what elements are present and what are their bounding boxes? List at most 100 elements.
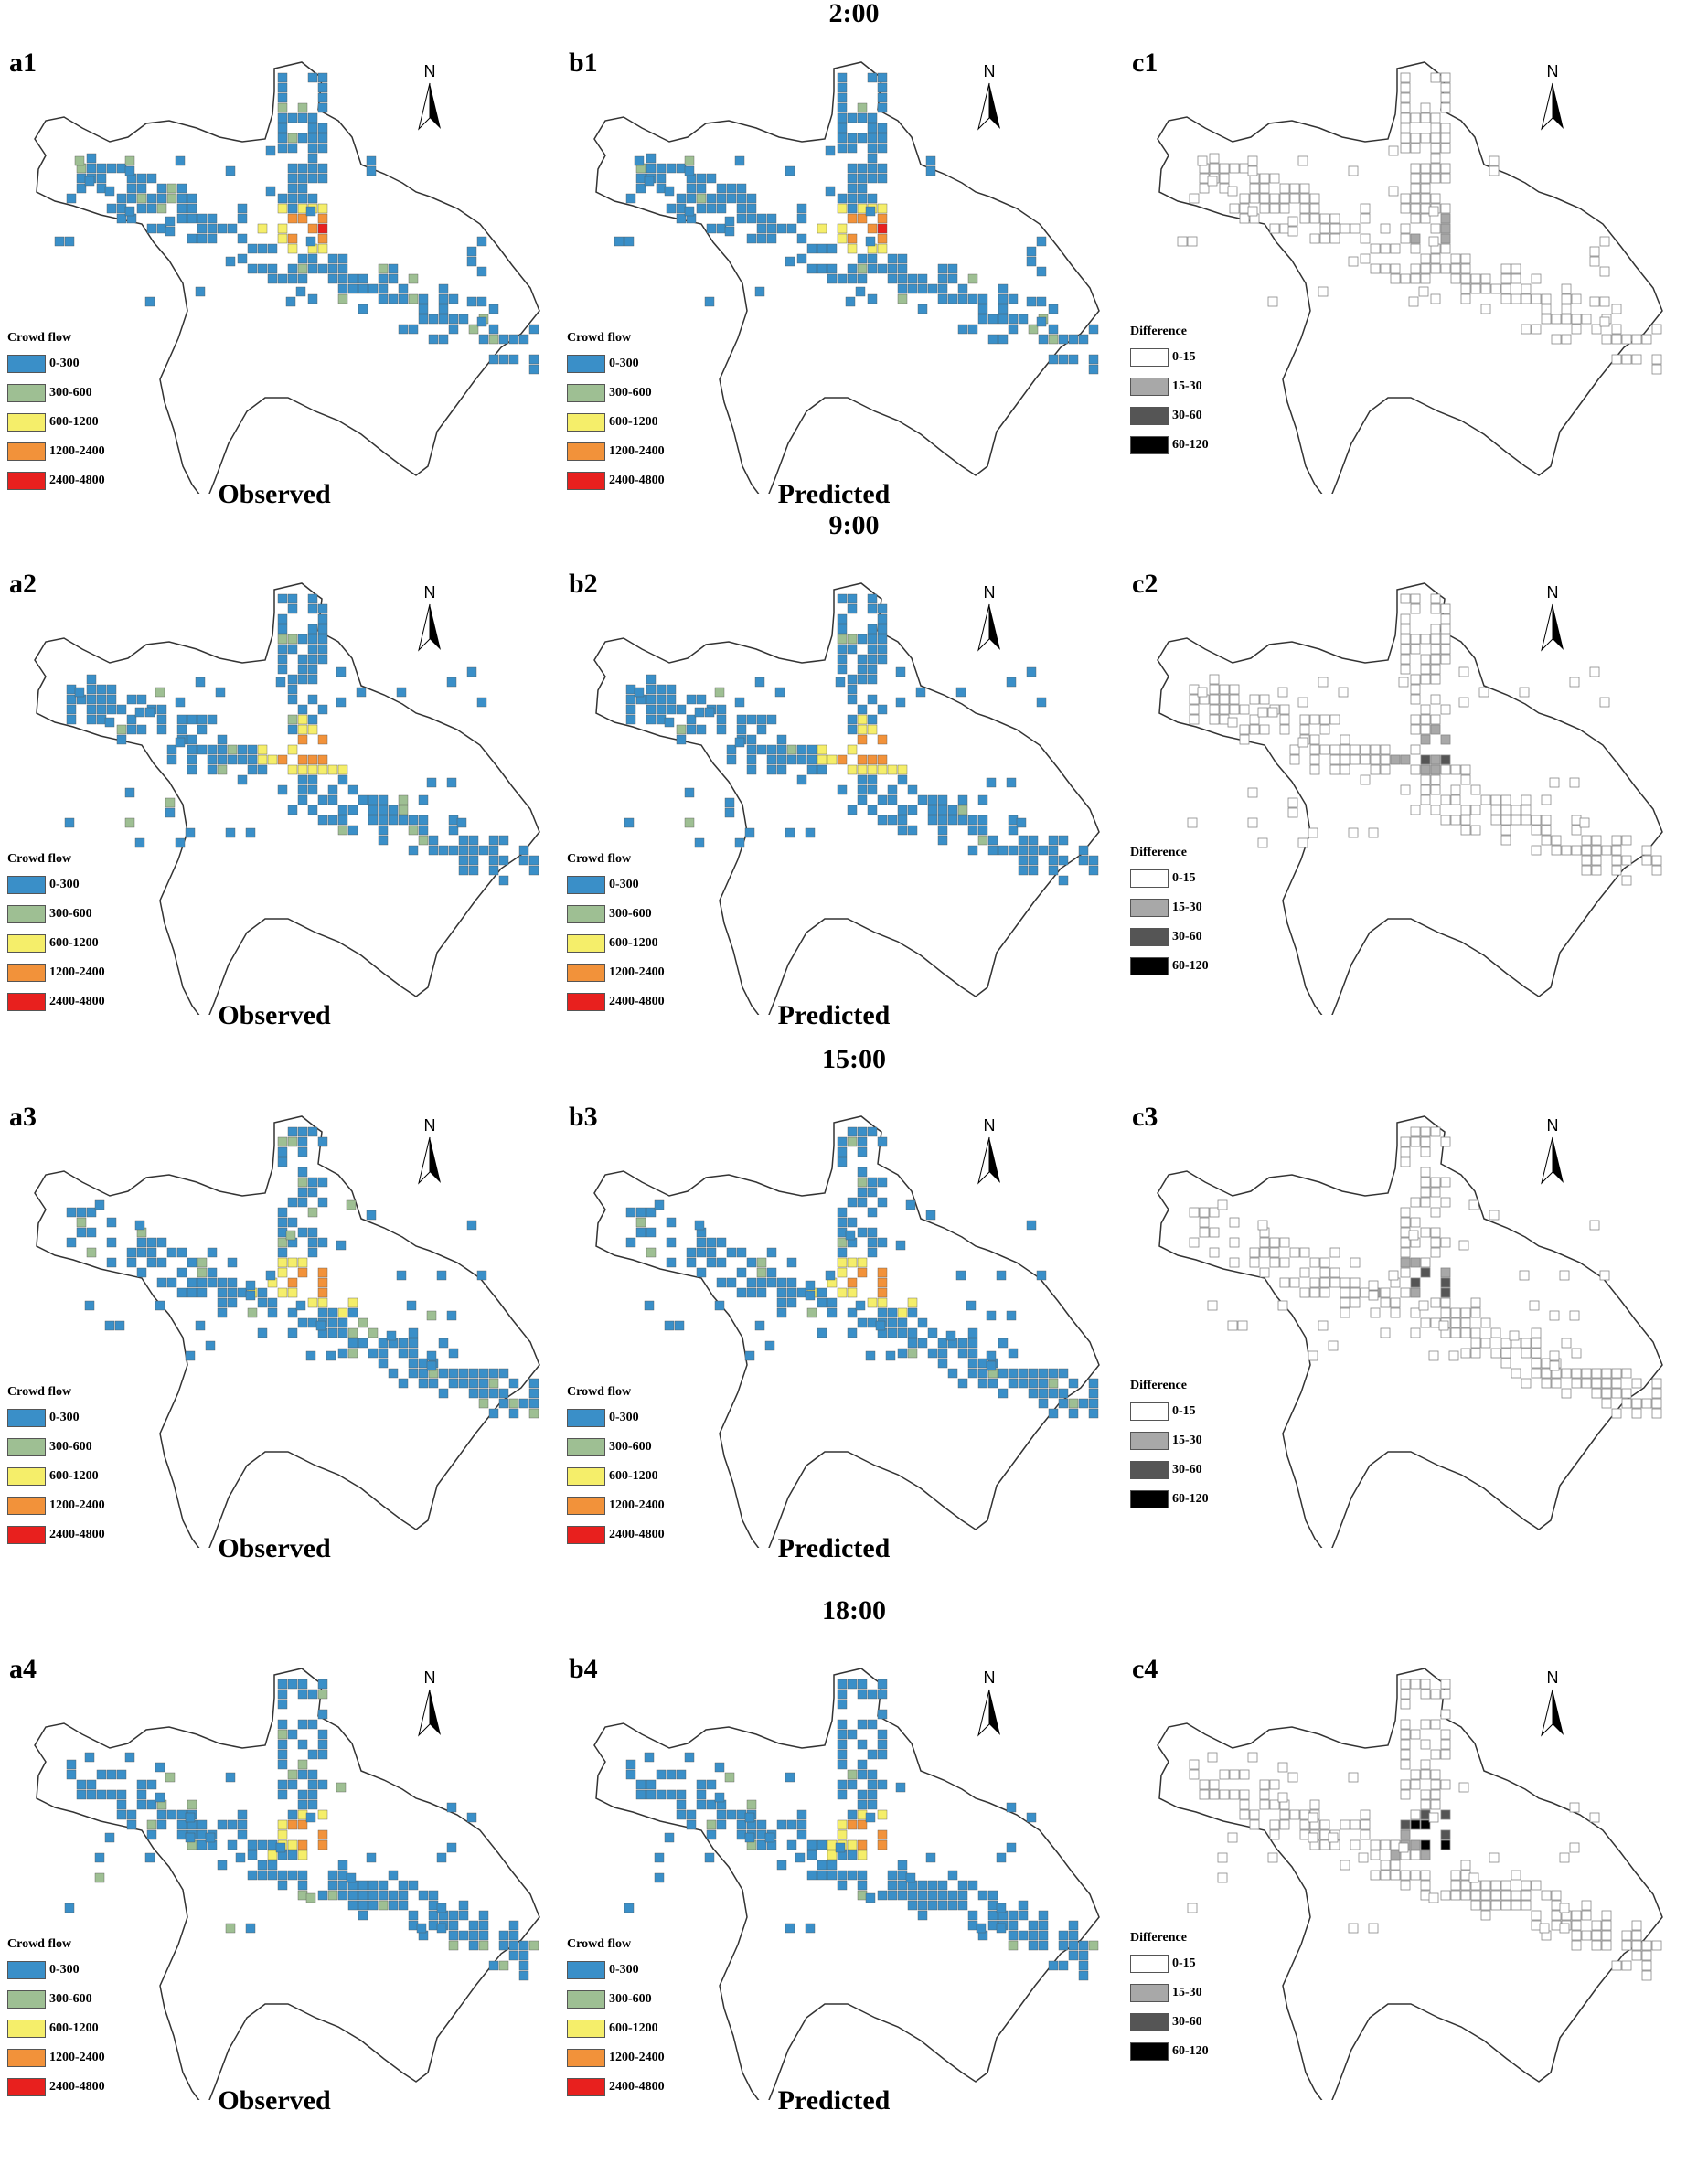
grid-cell xyxy=(978,1359,987,1368)
legend-swatch xyxy=(1130,2042,1169,2061)
grid-cell xyxy=(1288,217,1297,226)
grid-cell xyxy=(1300,1288,1309,1297)
grid-cell xyxy=(938,826,947,835)
grid-cell xyxy=(898,1349,907,1358)
panel-label: c3 xyxy=(1132,1102,1158,1133)
grid-cell xyxy=(399,284,408,293)
legend-label: 1200-2400 xyxy=(49,965,105,980)
grid-cell xyxy=(838,1790,847,1799)
grid-cell xyxy=(868,675,877,684)
grid-cell xyxy=(888,795,897,805)
grid-cell xyxy=(1381,1328,1390,1338)
legend-label: 30-60 xyxy=(1172,930,1202,944)
region-boundary xyxy=(594,1116,1099,1548)
grid-cell xyxy=(65,237,74,246)
grid-cell xyxy=(67,1770,76,1779)
grid-cell xyxy=(1220,715,1229,724)
grid-cell xyxy=(1441,164,1450,173)
legend-entry: 0-300 xyxy=(567,1956,665,1985)
legend-entry: 60-120 xyxy=(1130,431,1209,460)
grid-cell xyxy=(1632,335,1641,344)
grid-cell xyxy=(308,1720,317,1729)
grid-cell xyxy=(1210,164,1219,173)
grid-cell xyxy=(1401,274,1410,283)
grid-cell xyxy=(509,1399,518,1408)
grid-cell xyxy=(1300,1268,1309,1277)
grid-cell xyxy=(125,1753,134,1762)
grid-cell xyxy=(298,1810,307,1819)
grid-cell xyxy=(519,1951,528,1960)
grid-cell xyxy=(328,1308,337,1317)
grid-cell xyxy=(908,274,917,283)
north-arrow: N xyxy=(413,1116,446,1199)
grid-cell xyxy=(348,1298,358,1307)
grid-cell xyxy=(848,1127,857,1136)
grid-cell xyxy=(1441,123,1450,133)
grid-cell xyxy=(848,194,857,203)
grid-cell xyxy=(846,297,855,306)
grid-cell xyxy=(1401,1218,1410,1227)
grid-cell xyxy=(228,1258,237,1267)
grid-cell xyxy=(626,1208,635,1217)
grid-cell xyxy=(1190,1760,1199,1769)
grid-cell xyxy=(677,705,686,714)
grid-cell xyxy=(886,1351,895,1360)
grid-cell xyxy=(1238,1321,1247,1330)
grid-cell xyxy=(95,1853,104,1862)
grid-cell xyxy=(838,785,847,794)
grid-cell xyxy=(858,133,867,143)
grid-cell xyxy=(308,1770,317,1779)
grid-cell xyxy=(878,234,887,243)
grid-cell xyxy=(125,788,134,797)
grid-cell xyxy=(288,144,297,153)
grid-cell xyxy=(848,164,857,173)
grid-cell xyxy=(165,227,175,236)
crowd-flow-legend: Crowd flow 0-300 300-600 600-1200 1200-2400 2… xyxy=(567,852,665,1017)
grid-cell xyxy=(727,1278,736,1287)
grid-cell xyxy=(858,1820,867,1829)
grid-cell xyxy=(737,204,746,213)
grid-cell xyxy=(1037,267,1046,276)
grid-cell xyxy=(1511,1369,1521,1378)
grid-cell xyxy=(1411,1258,1420,1267)
grid-cell xyxy=(1431,655,1440,664)
grid-cell xyxy=(1532,1328,1541,1338)
panel-label: b3 xyxy=(569,1102,598,1133)
grid-cell xyxy=(878,1238,887,1247)
grid-cell xyxy=(1411,174,1420,183)
grid-cell xyxy=(1260,1800,1269,1809)
grid-cell xyxy=(1431,675,1440,684)
grid-cell xyxy=(1582,314,1591,324)
grid-cell xyxy=(938,836,947,845)
grid-cell xyxy=(868,624,877,634)
grid-cell xyxy=(1600,698,1609,707)
grid-cell xyxy=(1260,1780,1269,1789)
grid-cell xyxy=(1290,1248,1299,1257)
grid-cell xyxy=(1270,1800,1279,1809)
grid-cell xyxy=(755,677,764,687)
grid-cell xyxy=(298,1850,307,1860)
grid-cell xyxy=(878,1830,887,1839)
grid-cell xyxy=(926,1210,935,1220)
grid-cell xyxy=(1411,765,1420,774)
grid-cell xyxy=(529,365,539,374)
grid-cell xyxy=(697,695,706,704)
grid-cell xyxy=(67,194,76,203)
grid-cell xyxy=(318,1740,327,1749)
grid-cell xyxy=(908,805,917,815)
grid-cell xyxy=(1320,1258,1329,1267)
grid-cell xyxy=(1411,1850,1420,1860)
grid-cell xyxy=(298,785,307,794)
grid-cell xyxy=(1592,836,1601,845)
grid-cell xyxy=(1401,1740,1410,1749)
grid-cell xyxy=(868,775,877,784)
grid-cell xyxy=(469,1921,478,1930)
grid-cell xyxy=(717,1810,726,1819)
grid-cell xyxy=(125,207,134,216)
grid-cell xyxy=(797,1820,806,1829)
grid-cell xyxy=(479,1379,488,1388)
grid-cell xyxy=(1361,1288,1370,1297)
grid-cell xyxy=(87,1248,96,1257)
legend-swatch xyxy=(7,1961,46,1979)
grid-cell xyxy=(1079,1951,1088,1960)
